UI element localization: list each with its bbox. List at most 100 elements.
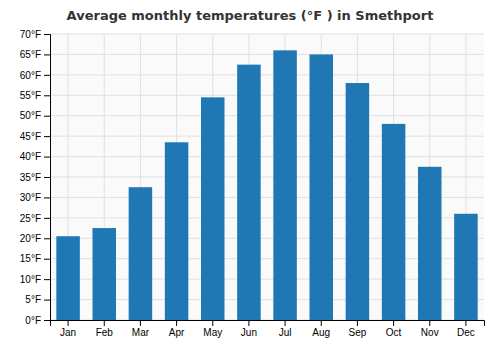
title: Average monthly temperatures (°F ) in Sm… <box>67 8 434 23</box>
tick-label: Nov <box>421 327 439 338</box>
tick-label: 0°F <box>25 315 41 326</box>
tick-label: Mar <box>132 327 150 338</box>
tick-label: 15°F <box>20 253 41 264</box>
bar <box>382 124 406 320</box>
tick-mark <box>44 34 50 35</box>
tick-mark <box>44 157 50 158</box>
grid-line <box>50 54 484 55</box>
tick: 0°F <box>25 315 50 326</box>
tick-mark <box>321 320 322 326</box>
tick: 20°F <box>20 233 50 244</box>
bar <box>454 214 478 320</box>
tick: 40°F <box>20 151 50 162</box>
tick-label: 40°F <box>20 151 41 162</box>
tick-mark <box>44 95 50 96</box>
tick: 30°F <box>20 192 50 203</box>
bars <box>56 50 477 320</box>
tick: 70°F <box>20 29 50 40</box>
tick-label: Apr <box>169 327 185 338</box>
tick: 10°F <box>20 274 50 285</box>
bar <box>346 83 370 320</box>
bar <box>56 236 80 320</box>
tick-label: 25°F <box>20 213 41 224</box>
tick-mark <box>44 320 50 321</box>
tick-label: 50°F <box>20 110 41 121</box>
tick-mark <box>44 177 50 178</box>
grid-line <box>50 34 484 35</box>
tick: Mar <box>132 320 150 338</box>
x-axis: Jan Feb Mar Apr May Jun Jul Aug Sep Oct Nov Dec <box>51 320 485 338</box>
tick-label: 70°F <box>20 29 41 40</box>
tick-label: Dec <box>457 327 475 338</box>
tick: Dec <box>457 320 475 338</box>
tick: Sep <box>349 320 367 338</box>
tick-mark <box>44 238 50 239</box>
tick: Aug <box>312 320 330 338</box>
grid-line <box>50 74 484 75</box>
grid <box>50 34 484 320</box>
tick: Oct <box>386 320 402 338</box>
tick-label: 60°F <box>20 70 41 81</box>
grid-line <box>50 95 484 96</box>
tick-label: Aug <box>312 327 330 338</box>
tick: Feb <box>96 320 114 338</box>
tick-label: Jan <box>60 327 76 338</box>
y-axis: 0°F 5°F 10°F 15°F 20°F 25°F 30°F 35°F 40°F 45°F 50… <box>20 29 51 326</box>
tick-label: Feb <box>96 327 114 338</box>
tick-label: Sep <box>349 327 367 338</box>
tick-label: Jul <box>279 327 292 338</box>
tick-mark <box>44 259 50 260</box>
tick-mark <box>44 54 50 55</box>
bar <box>165 142 189 320</box>
tick-mark <box>285 320 286 326</box>
tick-mark <box>44 197 50 198</box>
tick-mark <box>44 116 50 117</box>
tick-mark <box>357 320 358 326</box>
bar <box>418 167 442 320</box>
tick-label: 45°F <box>20 131 41 142</box>
bar <box>129 187 153 320</box>
tick-mark <box>248 320 249 326</box>
tick-mark <box>176 320 177 326</box>
tick-label: 35°F <box>20 172 41 183</box>
tick-label: Oct <box>386 327 402 338</box>
tick-label: Jun <box>241 327 257 338</box>
tick: Jul <box>279 320 292 338</box>
tick-mark <box>44 75 50 76</box>
tick-label: 65°F <box>20 49 41 60</box>
tick: Apr <box>169 320 185 338</box>
bar <box>309 54 333 320</box>
tick-label: 10°F <box>20 274 41 285</box>
tick: 55°F <box>20 90 50 101</box>
tick-mark <box>44 300 50 301</box>
tick: 45°F <box>20 131 50 142</box>
plot-background <box>50 34 484 320</box>
tick: 50°F <box>20 110 50 121</box>
chart: Jan Feb Mar Apr May Jun Jul Aug Sep Oct Nov Dec 0°F 5… <box>0 0 500 350</box>
bar <box>237 65 261 320</box>
tick: 60°F <box>20 70 50 81</box>
tick: Jan <box>60 320 76 338</box>
plot: Jan Feb Mar Apr May Jun Jul Aug Sep Oct Nov Dec 0°F 5… <box>20 29 485 338</box>
tick-mark <box>140 320 141 326</box>
tick: 5°F <box>25 294 50 305</box>
tick-label: 5°F <box>25 294 41 305</box>
tick-mark <box>44 136 50 137</box>
tick: May <box>203 320 222 338</box>
bar <box>201 97 225 320</box>
tick: Nov <box>421 320 439 338</box>
tick-label: 55°F <box>20 90 41 101</box>
tick-mark <box>44 279 50 280</box>
tick-mark <box>465 320 466 326</box>
tick-label: May <box>203 327 222 338</box>
tick-mark <box>429 320 430 326</box>
tick: 65°F <box>20 49 50 60</box>
axis-line <box>51 321 485 327</box>
tick-mark <box>104 320 105 326</box>
tick: 25°F <box>20 213 50 224</box>
bar <box>273 50 297 320</box>
tick-mark <box>393 320 394 326</box>
tick-mark <box>212 320 213 326</box>
tick: 15°F <box>20 253 50 264</box>
tick-mark <box>44 218 50 219</box>
